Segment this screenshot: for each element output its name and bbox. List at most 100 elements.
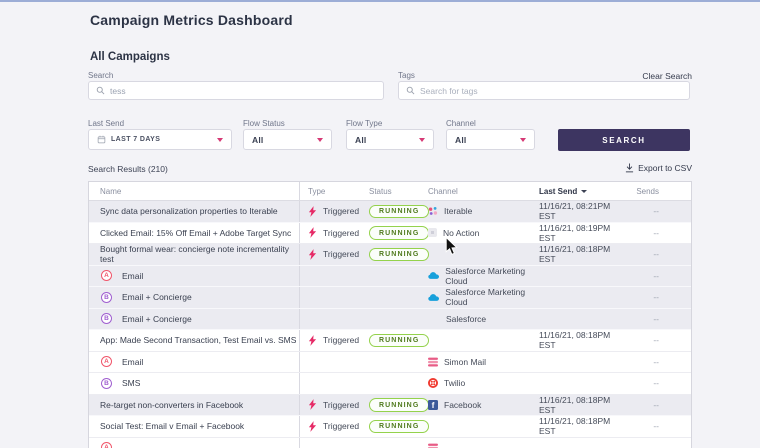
flow-status-value: All: [252, 134, 264, 145]
sends-cell: --: [653, 335, 659, 346]
last-send-cell: 11/16/21, 08:18PM EST: [539, 416, 611, 437]
channel-label: Facebook: [444, 399, 482, 410]
header-sends: Sends: [636, 186, 659, 196]
variant-name: SMS: [122, 378, 141, 389]
type-label: Triggered: [323, 335, 360, 346]
sort-desc-icon: [581, 189, 588, 193]
type-label: Triggered: [323, 399, 360, 410]
sends-cell: --: [653, 270, 659, 281]
status-badge: RUNNING: [369, 226, 430, 240]
results-summary: Search Results (210): [88, 164, 168, 174]
channel-label: Salesforce: [446, 313, 487, 324]
header-last-send[interactable]: Last Send: [536, 182, 626, 200]
export-csv-button[interactable]: Export to CSV: [625, 163, 692, 173]
chevron-down-icon: [419, 137, 425, 142]
campaign-name[interactable]: App: Made Second Transaction, Test Email…: [89, 330, 300, 351]
sends-cell: --: [653, 227, 659, 238]
flow-status-dropdown[interactable]: All: [243, 129, 332, 150]
channel-label: Twilio: [444, 378, 466, 389]
sends-cell: --: [653, 313, 659, 324]
chevron-down-icon: [317, 137, 323, 142]
header-status: Status: [369, 186, 392, 196]
tags-input-box[interactable]: [398, 81, 690, 100]
facebook-icon: f: [428, 399, 438, 410]
table-row[interactable]: Bought formal wear: concierge note incre…: [89, 244, 691, 266]
campaign-name[interactable]: Clicked Email: 15% Off Email + Adobe Tar…: [89, 222, 300, 243]
table-row[interactable]: Social Test: Email v Email + Facebook Tr…: [89, 416, 691, 438]
tags-input[interactable]: [420, 85, 682, 96]
channel-label: Simon Mail: [444, 356, 487, 367]
last-send-cell: 11/16/21, 08:18PM EST: [539, 394, 611, 415]
search-button[interactable]: SEARCH: [558, 129, 690, 151]
type-label: Triggered: [323, 249, 360, 260]
sends-cell: --: [653, 421, 659, 432]
triggered-bolt-icon: [308, 334, 317, 346]
download-icon: [626, 163, 634, 173]
clear-search-link[interactable]: Clear Search: [642, 71, 692, 81]
table-row[interactable]: Sync data personalization properties to …: [89, 201, 691, 223]
triggered-bolt-icon: [308, 248, 317, 260]
last-send-cell: 11/16/21, 08:18PM EST: [539, 244, 611, 265]
page-title: Campaign Metrics Dashboard: [90, 12, 293, 28]
variant-name: Email: [122, 270, 144, 281]
campaign-name[interactable]: Social Test: Email v Email + Facebook: [89, 416, 300, 437]
table-row-variant[interactable]: A: [89, 437, 691, 448]
variant-b-badge: B: [101, 377, 112, 389]
flow-status-label: Flow Status: [243, 119, 285, 128]
table-row-variant[interactable]: B Email + Concierge Salesforce Marketing …: [89, 287, 691, 309]
triggered-bolt-icon: [308, 227, 317, 239]
table-header-row: Name Type Status Channel Last Send Sends: [89, 182, 691, 201]
triggered-bolt-icon: [308, 399, 317, 411]
table-row-variant[interactable]: A Email Simon Mail --: [89, 351, 691, 373]
export-csv-label: Export to CSV: [638, 163, 692, 173]
status-badge: RUNNING: [369, 204, 430, 218]
sends-cell: --: [653, 356, 659, 367]
table-row[interactable]: Clicked Email: 15% Off Email + Adobe Tar…: [89, 222, 691, 244]
triggered-bolt-icon: [308, 420, 317, 432]
variant-a-badge: A: [101, 356, 112, 368]
campaign-name[interactable]: Sync data personalization properties to …: [89, 201, 300, 222]
flow-type-dropdown[interactable]: All: [346, 129, 434, 150]
last-send-cell: 11/16/21, 08:19PM EST: [539, 222, 611, 243]
table-row-variant[interactable]: B Email + Concierge Salesforce --: [89, 308, 691, 330]
tags-label: Tags: [398, 71, 415, 80]
channel-label: Iterable: [444, 206, 473, 217]
simon-mail-icon: [428, 443, 438, 448]
last-send-value: LAST 7 DAYS: [111, 136, 161, 143]
sends-cell: --: [653, 378, 659, 389]
status-badge: RUNNING: [369, 398, 430, 412]
variant-a-badge: A: [101, 270, 112, 282]
search-input[interactable]: [110, 85, 376, 96]
last-send-dropdown[interactable]: LAST 7 DAYS: [88, 129, 232, 150]
campaigns-table: Name Type Status Channel Last Send Sends…: [88, 181, 692, 448]
sends-cell: --: [653, 399, 659, 410]
search-icon: [96, 86, 105, 95]
campaign-name[interactable]: Bought formal wear: concierge note incre…: [89, 244, 300, 265]
sends-cell: --: [653, 292, 659, 303]
table-row[interactable]: Re-target non-converters in Facebook Tri…: [89, 394, 691, 416]
search-input-box[interactable]: [88, 81, 384, 100]
table-row[interactable]: App: Made Second Transaction, Test Email…: [89, 330, 691, 352]
variant-b-badge: B: [101, 291, 112, 303]
last-send-cell: 11/16/21, 08:21PM EST: [539, 201, 611, 222]
sends-cell: [626, 438, 691, 448]
channel-label: Salesforce Marketing Cloud: [445, 265, 526, 286]
table-row-variant[interactable]: A Email Salesforce Marketing Cloud --: [89, 265, 691, 287]
header-type: Type: [308, 186, 326, 196]
header-channel: Channel: [428, 186, 458, 196]
sends-cell: --: [653, 249, 659, 260]
type-label: Triggered: [323, 227, 360, 238]
table-row-variant[interactable]: B SMS Twilio --: [89, 373, 691, 395]
last-send-cell: 11/16/21, 08:18PM EST: [539, 330, 611, 351]
simon-mail-icon: [428, 357, 438, 367]
channel-filter-value: All: [455, 134, 467, 145]
type-label: Triggered: [323, 206, 360, 217]
variant-name: Email + Concierge: [122, 292, 192, 303]
variant-name: Email + Concierge: [122, 313, 192, 324]
type-label: Triggered: [323, 421, 360, 432]
search-label: Search: [88, 71, 114, 80]
channel-dropdown[interactable]: All: [446, 129, 535, 150]
campaign-name[interactable]: Re-target non-converters in Facebook: [89, 394, 300, 415]
search-icon: [406, 86, 415, 95]
flow-type-value: All: [355, 134, 367, 145]
